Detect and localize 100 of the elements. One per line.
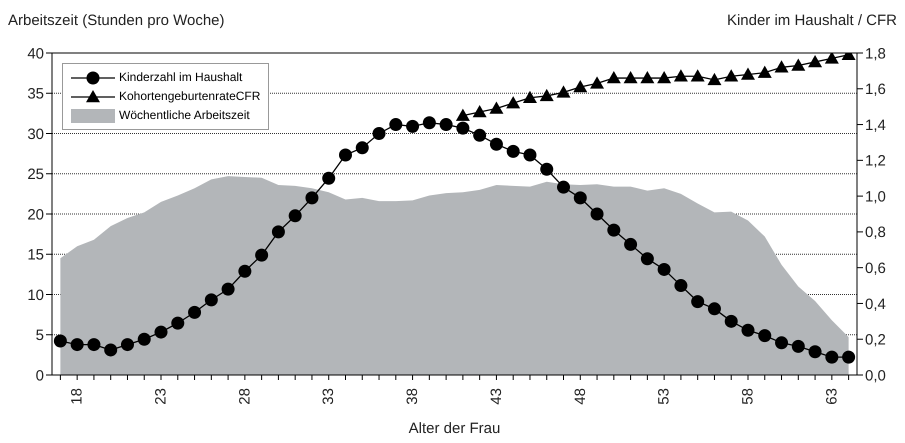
point	[422, 116, 436, 130]
point	[741, 324, 754, 337]
point	[104, 343, 118, 356]
x-tick-label: 48	[572, 388, 589, 405]
y-tick-label: 5	[36, 327, 44, 344]
point	[87, 338, 100, 352]
point	[674, 279, 688, 292]
point	[792, 340, 805, 353]
point	[456, 108, 470, 121]
point	[154, 326, 168, 339]
point	[640, 71, 654, 84]
x-tick-label: 33	[320, 388, 338, 405]
point	[556, 85, 571, 98]
point	[758, 66, 772, 78]
point	[54, 334, 67, 348]
y2-tick-label: 1,0	[865, 188, 886, 206]
x-tick-label: 63	[823, 388, 840, 405]
point	[791, 58, 806, 71]
point	[238, 264, 252, 278]
point	[690, 69, 705, 82]
point	[171, 316, 184, 330]
point	[758, 329, 772, 342]
point	[506, 144, 520, 158]
y-axis-title: Arbeitszeit (Stunden pro Woche)	[8, 12, 224, 29]
point	[775, 336, 788, 350]
point	[657, 71, 672, 84]
y-tick-label: 35	[27, 86, 44, 103]
x-tick-label: 53	[656, 388, 673, 405]
point	[590, 208, 604, 220]
point	[456, 122, 470, 135]
point	[691, 295, 704, 308]
point	[188, 306, 202, 319]
point	[406, 120, 420, 133]
point	[120, 338, 134, 352]
point	[522, 90, 537, 103]
legend-label: KohortengeburtenrateCFR	[119, 88, 260, 105]
point	[708, 302, 721, 316]
y-tick-label: 10	[27, 286, 44, 304]
point	[523, 148, 536, 162]
y-tick-label: 30	[27, 126, 44, 143]
y-tick-label: 15	[27, 246, 44, 264]
point	[640, 252, 654, 266]
point	[70, 338, 84, 352]
point	[372, 127, 386, 140]
point	[658, 262, 671, 276]
y2-tick-label: 1,2	[865, 152, 886, 170]
point	[272, 225, 285, 238]
point	[624, 71, 638, 84]
point	[255, 248, 268, 262]
point	[724, 314, 738, 328]
y2-tick-label: 1,4	[865, 116, 886, 134]
y2-tick-label: 0,0	[865, 367, 886, 384]
y2-tick-label: 0,8	[865, 224, 886, 242]
x-tick-label: 38	[404, 388, 422, 405]
x-tick-label: 23	[152, 388, 170, 405]
x-tick-label: 28	[236, 388, 254, 405]
point	[288, 209, 302, 222]
x-axis-title: Alter der Frau	[408, 420, 502, 437]
legend-label: Wöchentliche Arbeitszeit	[119, 107, 250, 124]
point	[540, 88, 554, 102]
y-tick-label: 20	[27, 206, 44, 224]
y2-tick-label: 0,6	[865, 260, 886, 277]
point	[490, 138, 503, 151]
point	[222, 282, 235, 296]
point	[574, 191, 587, 204]
x-tick-label: 58	[739, 388, 756, 405]
y2-tick-label: 0,4	[865, 296, 886, 313]
point	[573, 80, 588, 92]
point	[590, 76, 604, 89]
y2-tick-label: 1,8	[865, 45, 886, 62]
point	[356, 141, 369, 154]
point	[825, 350, 838, 364]
point	[389, 118, 402, 132]
point	[489, 101, 504, 114]
x-tick-label: 18	[68, 388, 86, 405]
point	[322, 172, 336, 185]
point	[138, 332, 151, 346]
x-tick-label: 43	[488, 388, 505, 405]
point	[808, 345, 822, 358]
point	[305, 191, 318, 204]
point	[473, 128, 486, 142]
point	[338, 148, 352, 162]
y-tick-label: 40	[27, 45, 44, 62]
point	[774, 60, 789, 73]
point	[506, 96, 520, 108]
point	[607, 224, 620, 237]
point	[540, 162, 554, 176]
point	[808, 54, 822, 68]
point	[440, 118, 453, 132]
point	[707, 72, 722, 86]
y-tick-label: 25	[27, 166, 44, 184]
point	[674, 69, 688, 82]
point	[724, 69, 738, 82]
point	[606, 71, 621, 84]
point	[624, 238, 638, 251]
point	[824, 53, 839, 64]
y2-tick-label: 0,2	[865, 332, 886, 349]
y-tick-label: 0	[36, 367, 44, 384]
point	[842, 350, 856, 364]
legend-label: Kinderzahl im Haushalt	[119, 69, 242, 86]
